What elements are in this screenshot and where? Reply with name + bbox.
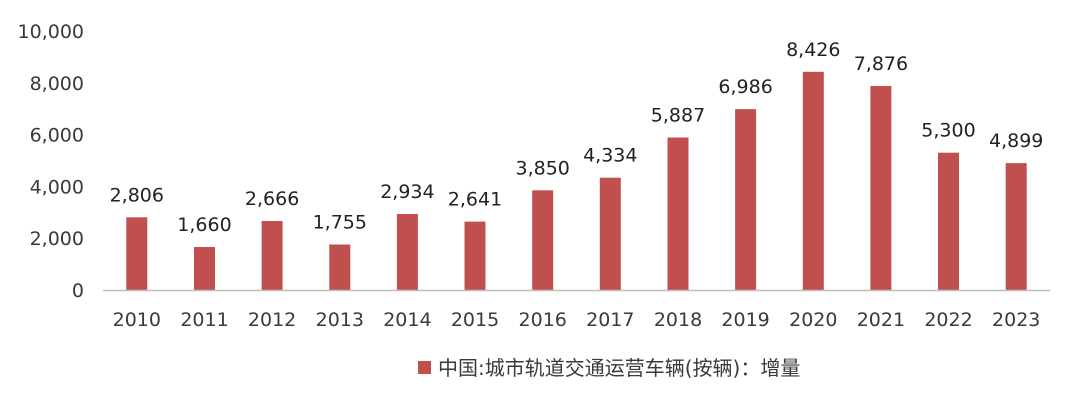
y-tick-label: 6,000 xyxy=(30,125,84,147)
y-tick-label: 8,000 xyxy=(30,73,84,95)
bar-2021[interactable] xyxy=(870,86,892,290)
data-label: 2,666 xyxy=(245,188,299,210)
x-tick-label: 2021 xyxy=(857,309,905,331)
bar-2017[interactable] xyxy=(599,177,621,290)
x-tick-label: 2012 xyxy=(248,309,296,331)
legend: 中国:城市轨道交通运营车辆(按辆)：增量 xyxy=(418,356,800,380)
y-axis: 0 2,000 4,000 6,000 8,000 10,000 xyxy=(18,21,84,302)
data-label: 4,334 xyxy=(583,145,637,167)
data-label: 2,641 xyxy=(448,189,502,211)
bar-2023[interactable] xyxy=(1005,163,1027,290)
bar-2013[interactable] xyxy=(329,244,351,291)
data-label: 5,887 xyxy=(651,105,705,127)
x-tick-label: 2010 xyxy=(113,309,161,331)
bar-2018[interactable] xyxy=(667,137,689,291)
data-label: 5,300 xyxy=(921,120,975,142)
x-tick-label: 2022 xyxy=(924,309,972,331)
x-tick-label: 2019 xyxy=(721,309,769,331)
y-tick-label: 0 xyxy=(72,280,84,302)
data-label: 1,755 xyxy=(313,212,367,234)
x-axis: 2010 2011 2012 2013 2014 2015 2016 2017 2018 2019… xyxy=(113,309,1041,331)
bar-2016[interactable] xyxy=(532,190,554,290)
bar-2020[interactable] xyxy=(802,71,824,290)
data-label: 1,660 xyxy=(177,214,231,236)
bar-2019[interactable] xyxy=(735,109,757,290)
data-label: 8,426 xyxy=(786,39,840,61)
x-tick-label: 2011 xyxy=(180,309,228,331)
bar-2014[interactable] xyxy=(396,214,418,290)
y-tick-label: 4,000 xyxy=(30,176,84,198)
x-tick-label: 2013 xyxy=(316,309,364,331)
y-tick-label: 2,000 xyxy=(30,228,84,250)
x-tick-label: 2020 xyxy=(789,309,837,331)
data-label: 7,876 xyxy=(854,53,908,75)
bar-2012[interactable] xyxy=(261,221,283,290)
y-tick-label: 10,000 xyxy=(18,21,84,43)
data-label: 2,806 xyxy=(110,184,164,206)
bar-2011[interactable] xyxy=(194,247,215,290)
data-label: 6,986 xyxy=(718,76,772,98)
x-tick-label: 2015 xyxy=(451,309,499,331)
x-tick-label: 2014 xyxy=(383,309,431,331)
data-label: 2,934 xyxy=(380,181,434,203)
bar-2015[interactable] xyxy=(464,221,486,290)
x-tick-label: 2016 xyxy=(519,309,567,331)
legend-swatch xyxy=(418,361,431,374)
x-tick-label: 2018 xyxy=(654,309,702,331)
data-label: 4,899 xyxy=(989,130,1043,152)
data-labels-group: 2,806 1,660 2,666 1,755 2,934 2,641 3,850 4,334… xyxy=(110,39,1044,236)
bar-2022[interactable] xyxy=(938,152,959,290)
x-tick-label: 2023 xyxy=(992,309,1040,331)
bars-group xyxy=(126,71,1027,291)
bar-2010[interactable] xyxy=(126,217,148,290)
legend-label: 中国:城市轨道交通运营车辆(按辆)：增量 xyxy=(438,356,800,380)
x-tick-label: 2017 xyxy=(586,309,634,331)
data-label: 3,850 xyxy=(515,157,569,179)
